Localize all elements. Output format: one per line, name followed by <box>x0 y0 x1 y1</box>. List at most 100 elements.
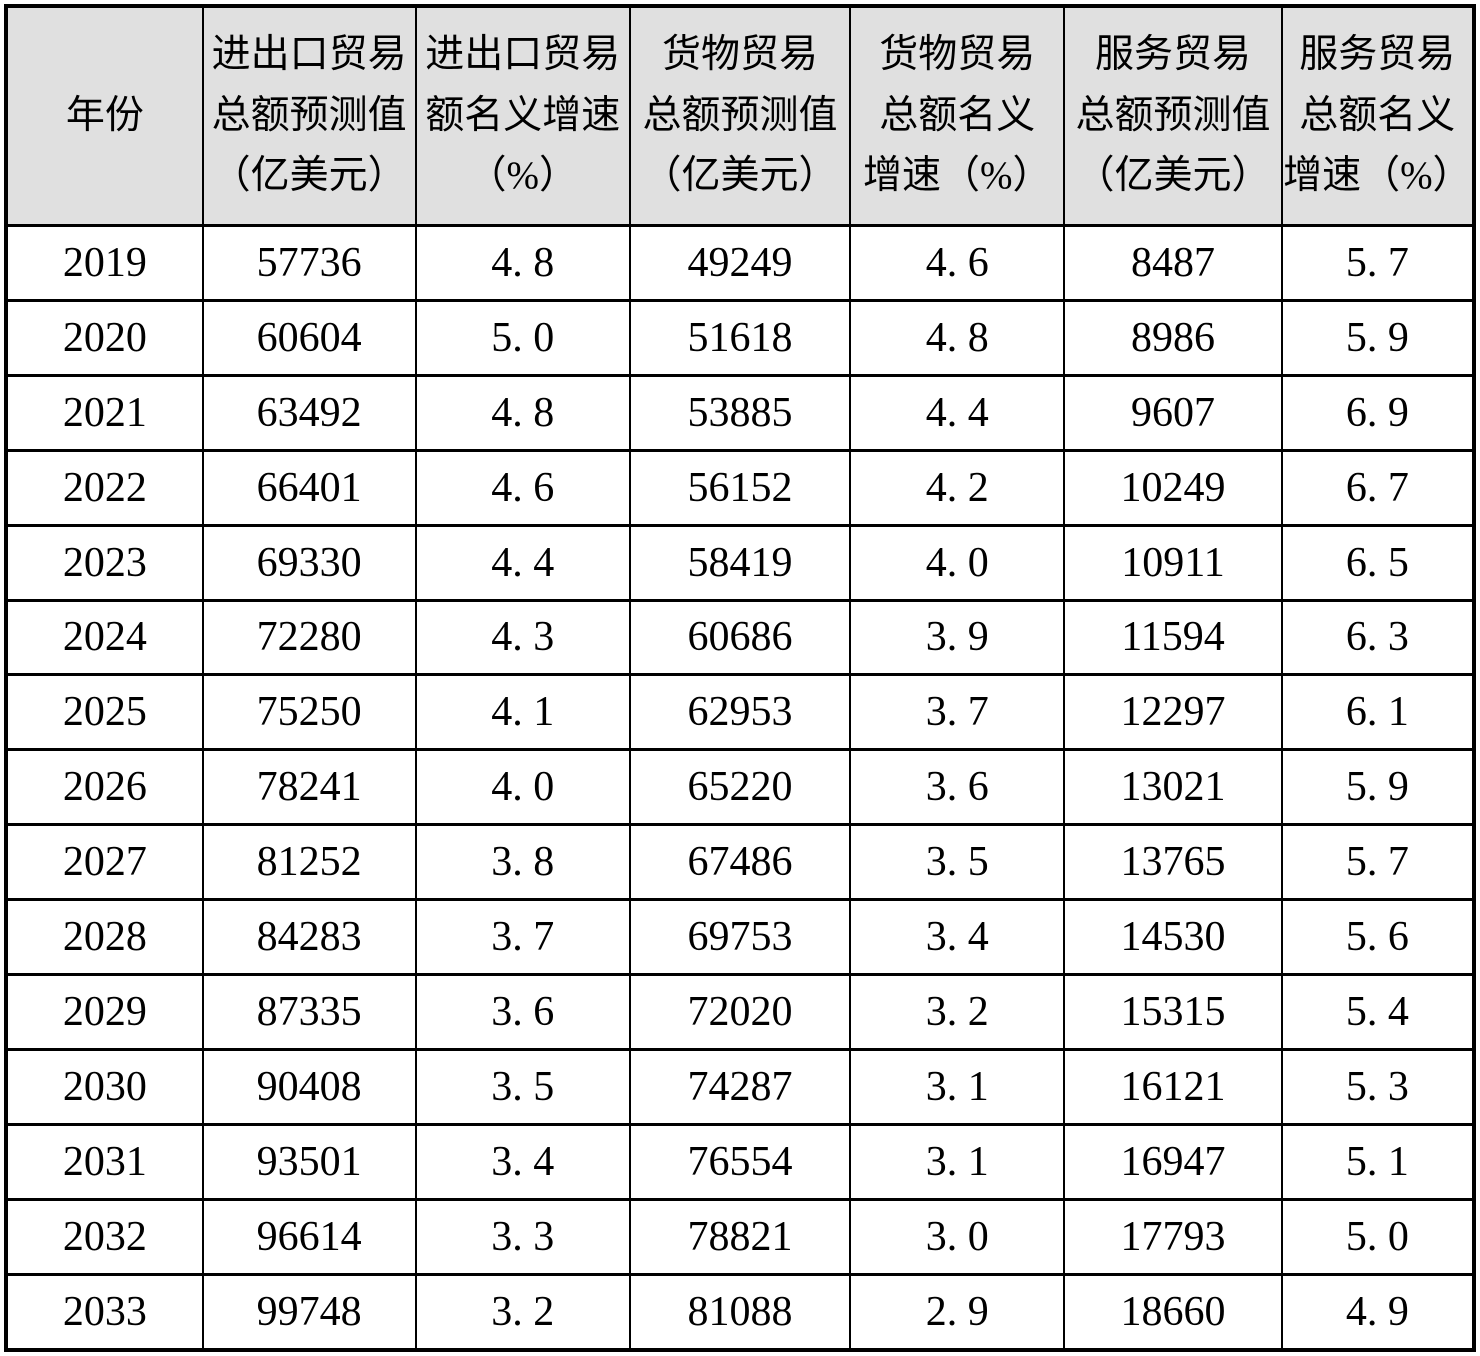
table-cell-goods_forecast: 74287 <box>628 1047 852 1126</box>
table-cell-total_forecast: 72280 <box>201 598 417 677</box>
table-cell-total_forecast: 69330 <box>201 523 417 602</box>
table-row-2029: 2029 87335 3. 6 72020 3. 2 15315 5. 4 <box>5 973 1476 1051</box>
table-row-2033: 2033 99748 3. 2 81088 2. 9 18660 4. 9 <box>5 1272 1476 1352</box>
table-row-2020: 2020 60604 5. 0 51618 4. 8 8986 5. 9 <box>5 298 1476 377</box>
table-cell-services_growth: 6. 9 <box>1280 373 1476 452</box>
table-cell-total_growth: 3. 6 <box>414 973 631 1051</box>
table-cell-services_forecast: 8986 <box>1063 298 1283 377</box>
table-cell-services_growth: 5. 9 <box>1280 748 1476 827</box>
table-cell-services_growth: 6. 5 <box>1280 523 1476 602</box>
table-cell-services_growth: 5. 4 <box>1280 973 1476 1051</box>
year-cell: 2026 <box>5 748 204 827</box>
table-cell-goods_growth: 2. 9 <box>849 1272 1066 1352</box>
table-row-2030: 2030 90408 3. 5 74287 3. 1 16121 5. 3 <box>5 1047 1476 1126</box>
table-cell-total_growth: 4. 3 <box>414 598 631 677</box>
table-cell-services_forecast: 13765 <box>1063 823 1283 902</box>
table-cell-total_forecast: 63492 <box>201 373 417 452</box>
table-cell-total_growth: 4. 8 <box>414 224 631 302</box>
table-cell-total_growth: 3. 2 <box>414 1272 631 1352</box>
table-cell-goods_growth: 4. 4 <box>849 373 1066 452</box>
column-header-total_growth: 进出口贸易 额名义增速 （%） <box>414 4 631 227</box>
table-cell-services_growth: 5. 7 <box>1280 823 1476 902</box>
table-cell-services_growth: 6. 7 <box>1280 448 1476 527</box>
table-row-2032: 2032 96614 3. 3 78821 3. 0 17793 5. 0 <box>5 1197 1476 1276</box>
table-cell-goods_growth: 3. 4 <box>849 898 1066 977</box>
column-header-goods_growth: 货物贸易 总额名义 增速（%） <box>849 4 1066 227</box>
table-cell-goods_forecast: 58419 <box>628 523 852 602</box>
table-header: 年份 进出口贸易 总额预测值 （亿美元） 进出口贸易 额名义增速 （%） 货物贸易 总… <box>5 4 1476 227</box>
table-cell-services_forecast: 10249 <box>1063 448 1283 527</box>
table-cell-goods_forecast: 67486 <box>628 823 852 902</box>
table-cell-services_forecast: 18660 <box>1063 1272 1283 1352</box>
table-cell-total_growth: 5. 0 <box>414 298 631 377</box>
table-cell-total_forecast: 99748 <box>201 1272 417 1352</box>
table-cell-goods_forecast: 69753 <box>628 898 852 977</box>
table-cell-services_forecast: 10911 <box>1063 523 1283 602</box>
table-cell-goods_growth: 3. 1 <box>849 1047 1066 1126</box>
year-cell: 2029 <box>5 973 204 1051</box>
year-cell: 2033 <box>5 1272 204 1352</box>
year-cell: 2030 <box>5 1047 204 1126</box>
year-cell: 2028 <box>5 898 204 977</box>
table-cell-services_forecast: 16947 <box>1063 1122 1283 1201</box>
table-row-2019: 2019 57736 4. 8 49249 4. 6 8487 5. 7 <box>5 224 1476 302</box>
table-row-2024: 2024 72280 4. 3 60686 3. 9 11594 6. 3 <box>5 598 1476 677</box>
table-cell-goods_growth: 4. 0 <box>849 523 1066 602</box>
column-header-services_growth: 服务贸易 总额名义 增速（%） <box>1280 4 1476 227</box>
table-cell-goods_growth: 3. 9 <box>849 598 1066 677</box>
year-cell: 2019 <box>5 224 204 302</box>
table-cell-total_growth: 4. 1 <box>414 673 631 752</box>
table-cell-goods_forecast: 49249 <box>628 224 852 302</box>
year-cell: 2024 <box>5 598 204 677</box>
table-cell-services_forecast: 16121 <box>1063 1047 1283 1126</box>
table-cell-goods_forecast: 72020 <box>628 973 852 1051</box>
table-cell-total_growth: 3. 3 <box>414 1197 631 1276</box>
table-cell-services_forecast: 11594 <box>1063 598 1283 677</box>
table-cell-total_forecast: 57736 <box>201 224 417 302</box>
table-body: 2019 57736 4. 8 49249 4. 6 8487 5. 7 2020 60604 5… <box>5 224 1476 1352</box>
table-cell-services_forecast: 14530 <box>1063 898 1283 977</box>
year-cell: 2023 <box>5 523 204 602</box>
table-cell-goods_growth: 3. 1 <box>849 1122 1066 1201</box>
year-cell: 2021 <box>5 373 204 452</box>
table-cell-goods_forecast: 53885 <box>628 373 852 452</box>
table-cell-services_growth: 5. 7 <box>1280 224 1476 302</box>
table-cell-goods_growth: 3. 0 <box>849 1197 1066 1276</box>
trade-forecast-table: 年份 进出口贸易 总额预测值 （亿美元） 进出口贸易 额名义增速 （%） 货物贸易 总… <box>4 4 1476 1352</box>
table-row-2025: 2025 75250 4. 1 62953 3. 7 12297 6. 1 <box>5 673 1476 752</box>
column-header-services_forecast: 服务贸易 总额预测值 （亿美元） <box>1063 4 1283 227</box>
table-cell-total_growth: 3. 8 <box>414 823 631 902</box>
year-cell: 2020 <box>5 298 204 377</box>
table-cell-goods_forecast: 78821 <box>628 1197 852 1276</box>
table-cell-goods_forecast: 62953 <box>628 673 852 752</box>
table-cell-total_growth: 3. 5 <box>414 1047 631 1126</box>
table-cell-services_growth: 5. 0 <box>1280 1197 1476 1276</box>
table-cell-total_growth: 4. 8 <box>414 373 631 452</box>
table-cell-services_forecast: 13021 <box>1063 748 1283 827</box>
table-cell-services_growth: 5. 6 <box>1280 898 1476 977</box>
year-cell: 2031 <box>5 1122 204 1201</box>
table-cell-services_growth: 6. 3 <box>1280 598 1476 677</box>
table-cell-total_forecast: 60604 <box>201 298 417 377</box>
year-cell: 2022 <box>5 448 204 527</box>
table-cell-services_forecast: 17793 <box>1063 1197 1283 1276</box>
table-cell-services_growth: 5. 1 <box>1280 1122 1476 1201</box>
table-cell-total_growth: 4. 0 <box>414 748 631 827</box>
table-cell-goods_growth: 3. 6 <box>849 748 1066 827</box>
year-cell: 2025 <box>5 673 204 752</box>
table-cell-total_forecast: 84283 <box>201 898 417 977</box>
table-row-2027: 2027 81252 3. 8 67486 3. 5 13765 5. 7 <box>5 823 1476 902</box>
table-cell-goods_forecast: 56152 <box>628 448 852 527</box>
table-cell-total_forecast: 93501 <box>201 1122 417 1201</box>
table-cell-goods_forecast: 81088 <box>628 1272 852 1352</box>
table-row-2023: 2023 69330 4. 4 58419 4. 0 10911 6. 5 <box>5 523 1476 602</box>
table-cell-services_growth: 6. 1 <box>1280 673 1476 752</box>
table-cell-total_forecast: 96614 <box>201 1197 417 1276</box>
table-cell-goods_forecast: 51618 <box>628 298 852 377</box>
table-cell-goods_forecast: 76554 <box>628 1122 852 1201</box>
year-cell: 2027 <box>5 823 204 902</box>
table-cell-goods_growth: 4. 2 <box>849 448 1066 527</box>
table-cell-total_growth: 3. 7 <box>414 898 631 977</box>
table-cell-services_growth: 4. 9 <box>1280 1272 1476 1352</box>
